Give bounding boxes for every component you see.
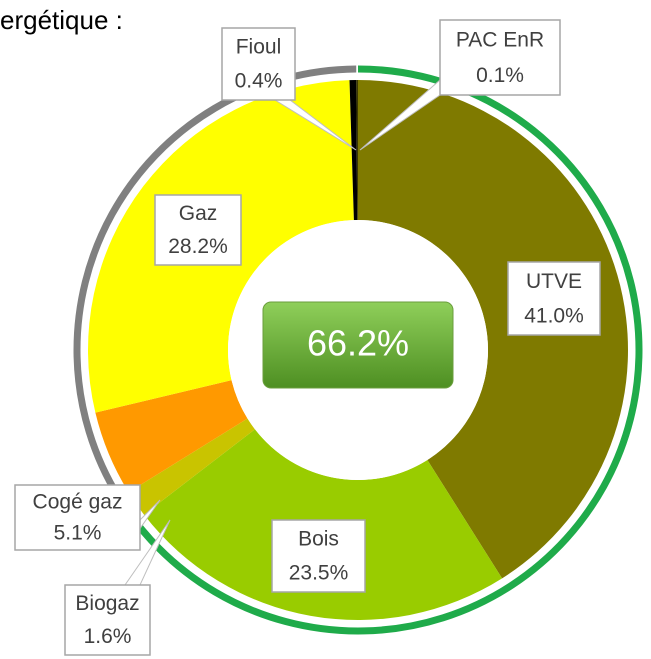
- label-box: [64, 584, 151, 656]
- category-label: Fioul: [236, 36, 282, 59]
- label-box: [154, 194, 242, 266]
- value-label: 1.6%: [84, 625, 132, 648]
- label-box: [439, 19, 561, 96]
- label-box: [221, 27, 296, 101]
- category-label: Cogé gaz: [33, 491, 123, 514]
- slice: [95, 380, 248, 493]
- value-label: 41.0%: [524, 304, 584, 327]
- labels: UTVE 41.0% Bois 23.5% Biogaz 1.6% Cogé gaz 5.1%…: [14, 19, 601, 656]
- label-box: [507, 261, 601, 336]
- center-label: 66.2%: [307, 323, 409, 364]
- category-label: PAC EnR: [456, 29, 544, 52]
- center-box: [262, 301, 454, 389]
- category-label: Biogaz: [75, 592, 139, 615]
- slice: [356, 80, 358, 221]
- slice: [358, 80, 628, 579]
- slice: [128, 418, 255, 515]
- value-label: 28.2%: [168, 235, 228, 258]
- category-label: UTVE: [526, 270, 582, 293]
- label-box: [271, 519, 366, 593]
- label-box: [14, 484, 141, 551]
- value-label: 0.4%: [235, 70, 283, 93]
- value-label: 5.1%: [54, 521, 102, 544]
- ring: [116, 65, 643, 635]
- value-label: 0.1%: [476, 64, 524, 87]
- chart-title: ergétique :: [0, 5, 123, 35]
- slice: [349, 80, 358, 221]
- value-label: 23.5%: [289, 562, 349, 585]
- category-label: Gaz: [179, 202, 218, 225]
- category-label: Bois: [298, 528, 339, 551]
